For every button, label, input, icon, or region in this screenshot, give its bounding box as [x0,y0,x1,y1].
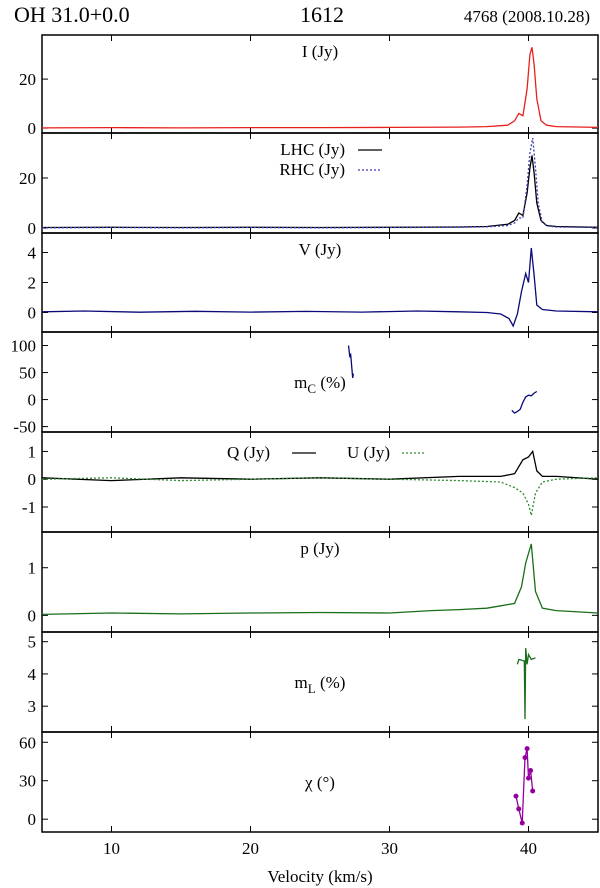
y-tick-label: 20 [19,169,36,188]
legend-label: RHC (Jy) [279,160,345,179]
y-tick-label: 100 [11,337,37,356]
y-tick-label: 0 [28,219,37,238]
panel-0: 0 20 I (Jy) [19,34,599,138]
data-point [526,775,531,781]
series-line-ml [516,648,536,720]
y-tick-label: 1 [28,442,37,461]
y-tick-label: 5 [28,633,37,652]
series-line-v [41,247,599,328]
series-line-lhc [41,155,599,229]
data-point [513,793,519,799]
label-part: (%) [316,373,346,392]
epoch-label: 4768 (2008.10.28) [464,7,590,26]
data-point [530,788,536,794]
y-tick-label: 4 [28,665,37,684]
y-tick-label: 60 [19,733,36,752]
x-tick-label: 30 [381,839,398,858]
x-tick-label: 40 [520,839,537,858]
y-tick-label: -50 [13,418,36,437]
y-tick-label: 50 [19,364,36,383]
series-line-q [41,449,599,482]
x-tick-label: 20 [242,839,259,858]
data-point [519,820,525,826]
panel-4: -1 0 1 Q (Jy) U (Jy) [22,431,599,533]
y-tick-label: 0 [28,391,37,410]
y-tick-label: 20 [19,70,36,89]
label-subscript: L [308,681,316,696]
data-point [516,806,522,812]
series-line-i [41,47,599,129]
y-tick-label: 0 [28,606,37,625]
frequency-label: 1612 [300,2,344,27]
panel-frame [41,431,599,533]
panel-label: V (Jy) [299,240,342,259]
panel-label: p (Jy) [300,539,339,558]
data-point [522,755,528,761]
panel-label: mC (%) [294,373,346,396]
label-subscript: C [307,381,316,396]
x-tick-label: 10 [103,839,120,858]
source-title: OH 31.0+0.0 [14,2,130,27]
y-tick-label: 4 [28,244,37,263]
x-axis-label: Velocity (km/s) [267,867,372,886]
panel-label: I (Jy) [302,42,338,61]
panel-label: χ (°) [304,773,335,792]
label-part: (%) [316,673,346,692]
y-tick-label: 0 [28,470,37,489]
data-point [524,746,530,752]
series-line-mc-high [511,390,538,414]
y-tick-label: 1 [28,559,37,578]
y-tick-label: 0 [28,119,37,138]
panel-7: 0 30 60 χ (°) [19,731,599,833]
y-tick-label: 3 [28,697,37,716]
panel-3: -50 0 50 100 mC (%) [11,331,599,437]
panel-stack: 0 20 I (Jy) 0 20 LHC (Jy)RHC (Jy) 0 2 4 V (Jy) -50… [11,34,599,858]
legend-label: Q (Jy) [227,443,270,462]
series-line-u [41,477,599,516]
label-part: m [295,673,308,692]
panel-label: mL (%) [295,673,346,696]
panel-2: 0 2 4 V (Jy) [28,232,599,333]
y-tick-label: 2 [28,274,37,293]
y-tick-label: -1 [22,498,36,517]
data-point [528,767,534,773]
panel-1: 0 20 LHC (Jy)RHC (Jy) [19,132,599,238]
legend-label: U (Jy) [347,443,390,462]
label-part: m [294,373,307,392]
panel-6: 3 4 5 mL (%) [28,631,599,733]
series-line-p [41,543,599,616]
panel-5: 0 1 p (Jy) [28,531,599,633]
y-tick-label: 0 [28,304,37,323]
panel-frame [41,731,599,833]
y-tick-label: 30 [19,772,36,791]
y-tick-label: 0 [28,810,37,829]
series-line-mc-low [347,345,355,379]
legend-label: LHC (Jy) [280,140,345,159]
